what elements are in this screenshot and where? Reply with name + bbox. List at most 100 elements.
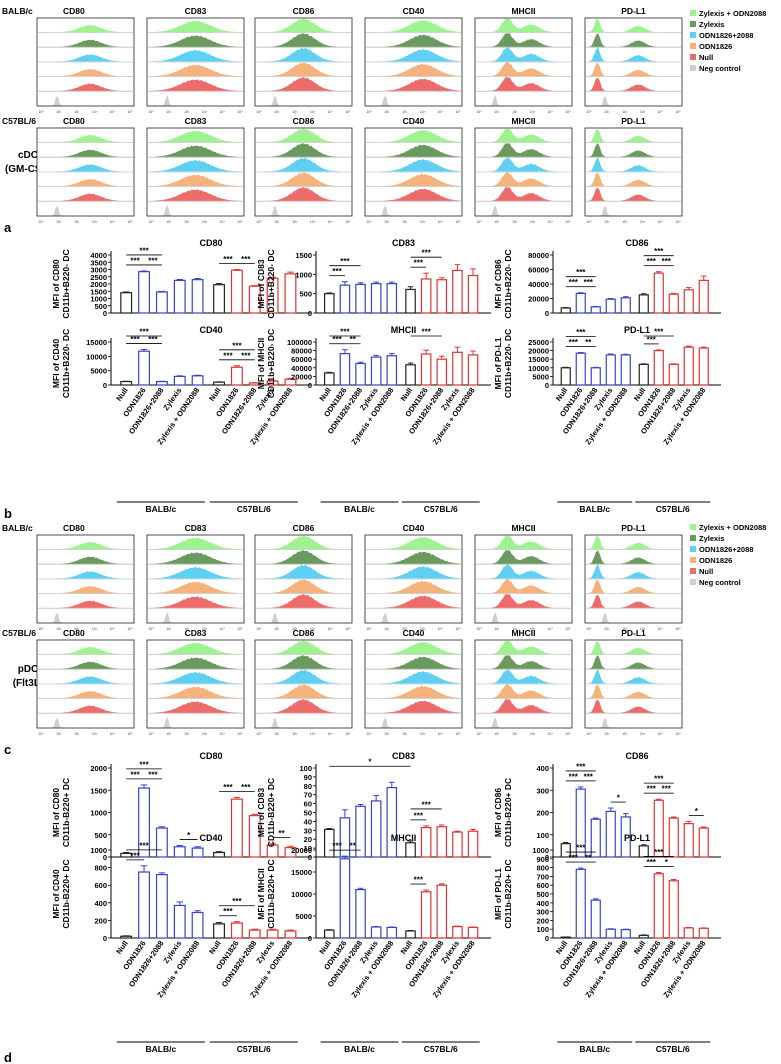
significance-label: **: [350, 842, 357, 851]
bar: [138, 271, 150, 314]
histogram-trace: [256, 579, 351, 594]
histogram-trace: [148, 174, 243, 187]
significance-label: ***: [421, 249, 431, 258]
legend-swatch: [690, 557, 696, 563]
marker-title: PD-L1: [621, 523, 646, 533]
bar: [653, 272, 664, 314]
bar: [452, 269, 463, 314]
y-tick-label: 2000: [90, 280, 107, 289]
histogram-trace: [586, 564, 681, 579]
histogram-trace: [586, 157, 681, 172]
bar: [405, 288, 416, 314]
bar: [213, 381, 225, 386]
histogram-trace: [476, 128, 571, 143]
histogram-trace: [256, 718, 351, 728]
axis-tick-label: 10⁵: [565, 220, 571, 224]
histogram-trace: [476, 550, 571, 564]
marker-title: MHCII: [511, 628, 535, 638]
significance-label: ***: [654, 848, 664, 857]
histogram-trace: [366, 566, 461, 579]
axis-tick-label: 10⁵: [455, 627, 461, 631]
bar-chart: PD-L1 MFI of PD-L1 CD11b+B220- DC 050001000…: [493, 325, 721, 514]
histogram-trace: [148, 671, 243, 684]
histogram-trace: [38, 556, 133, 564]
axis-tick-label: 10⁵: [345, 732, 351, 736]
axis-tick-label: 10¹: [604, 732, 610, 736]
bar: [339, 817, 351, 858]
bar: [370, 926, 382, 939]
marker-title: CD86: [293, 116, 315, 126]
bar-chart: CD86 MFI of CD86 CD11b+B220- DC 0 20000 40000…: [493, 238, 721, 319]
group-label: C57BL/6: [656, 504, 690, 514]
histogram-trace: [586, 613, 681, 623]
axis-tick-label: 10⁰: [38, 627, 44, 631]
bar: [436, 884, 448, 939]
histogram-trace: [148, 64, 243, 77]
legend-label: Zylexis: [699, 534, 724, 543]
significance-label: *: [695, 807, 699, 816]
significance-label: ***: [654, 247, 664, 256]
bar: [323, 929, 335, 939]
significance-label: ***: [139, 328, 149, 337]
chart-title: PD-L1: [624, 325, 650, 335]
bar: [638, 845, 649, 858]
axis-tick-label: 10³: [202, 110, 208, 114]
histogram-trace: [586, 19, 681, 33]
axis-tick-label: 10³: [530, 110, 536, 114]
significance-label: ***: [584, 278, 594, 287]
axis-tick-label: 10⁴: [109, 220, 115, 224]
x-tick-label: Null: [207, 386, 223, 403]
y-tick-label: 5000: [90, 367, 107, 376]
bar: [284, 273, 297, 314]
axis-tick-label: 10⁵: [127, 627, 133, 631]
histogram-trace: [148, 581, 243, 594]
histogram-trace: [476, 579, 571, 594]
significance-label: ***: [130, 335, 140, 344]
y-tick-label: 0: [308, 853, 312, 862]
histogram-trace: [586, 187, 681, 201]
histogram-trace: [476, 143, 571, 157]
significance-label: ***: [241, 255, 251, 264]
histogram-trace: [476, 593, 571, 608]
histogram-trace: [38, 69, 133, 77]
x-tick-label: Null: [114, 939, 130, 956]
y-axis-label: CD11b+B220- DC: [61, 329, 71, 398]
histogram-trace: [148, 49, 243, 62]
significance-label: ***: [414, 259, 424, 268]
axis-tick-label: 10⁴: [657, 627, 663, 631]
significance-label: ***: [647, 335, 657, 344]
panel-letter: c: [4, 742, 11, 757]
axis-tick-label: 10⁵: [127, 732, 133, 736]
histogram-trace: [366, 580, 461, 594]
legend-label: Neg control: [699, 64, 741, 73]
axis-tick-label: 10²: [622, 732, 628, 736]
y-tick-label: 200: [536, 916, 549, 925]
x-tick-label: Null: [207, 939, 223, 956]
axis-tick-label: 10³: [530, 732, 536, 736]
marker-title: CD86: [293, 628, 315, 638]
y-tick-label: 1000: [90, 295, 107, 304]
histogram-trace: [366, 188, 461, 201]
y-tick-label: 15000: [528, 355, 549, 364]
histogram-trace: [38, 83, 133, 91]
y-tick-label: 20000: [528, 295, 549, 304]
marker-title: CD40: [403, 116, 425, 126]
histogram-trace: [148, 686, 243, 699]
histogram-trace: [256, 96, 351, 106]
histogram-trace: [366, 700, 461, 713]
significance-label: ***: [241, 783, 251, 792]
y-tick-label: 1000: [532, 846, 549, 855]
histogram-trace: [586, 655, 681, 669]
histogram-trace: [476, 18, 571, 33]
y-tick-label: 60: [304, 800, 312, 809]
bar: [323, 293, 335, 314]
histogram-trace: [366, 95, 461, 106]
bar: [284, 930, 297, 939]
bar: [173, 279, 186, 314]
histogram-trace: [38, 691, 133, 699]
axis-tick-label: 10⁴: [547, 110, 553, 114]
axis-tick-label: 10³: [92, 627, 98, 631]
histogram-trace: [38, 600, 133, 608]
axis-tick-label: 10⁵: [237, 627, 243, 631]
bar: [653, 350, 664, 386]
